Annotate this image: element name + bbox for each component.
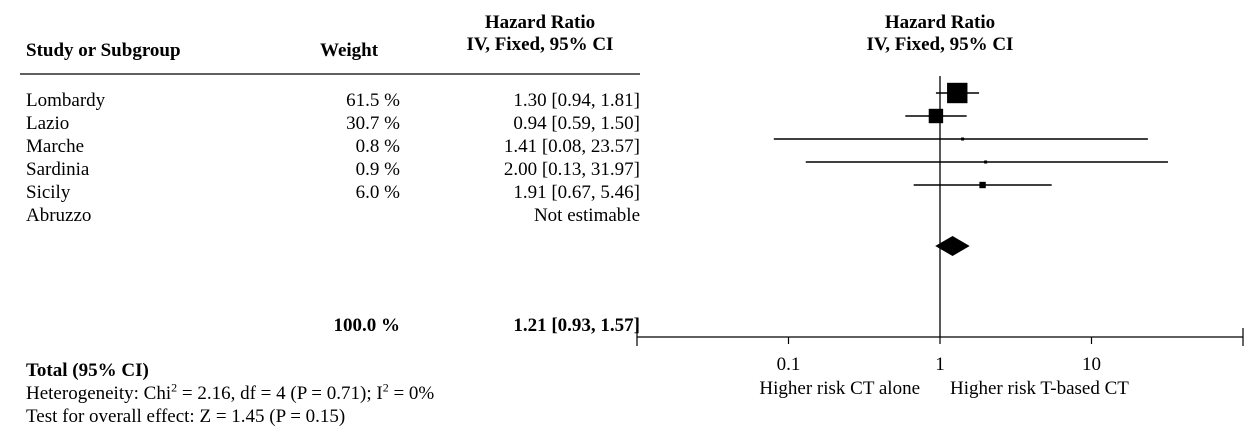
study-point-box <box>984 160 988 164</box>
hr-plot-header-line2: IV, Fixed, 95% CI <box>866 34 1014 55</box>
study-point-box <box>979 181 986 189</box>
hr-plot-header-line1: Hazard Ratio <box>884 12 996 33</box>
study-name: Lazio <box>26 113 70 134</box>
hr-table-header-line1: Hazard Ratio <box>484 12 596 33</box>
heterogeneity-text: Heterogeneity: Chi2 = 2.16, df = 4 (P = … <box>26 380 435 404</box>
total-label: Total (95% CI) <box>26 360 149 381</box>
study-ci-text: 0.94 [0.59, 1.50] <box>513 113 640 134</box>
study-ci-text: 1.41 [0.08, 23.57] <box>503 136 640 157</box>
study-ci-text: 1.91 [0.67, 5.46] <box>513 182 640 203</box>
study-weight: 0.9 % <box>355 159 400 180</box>
hr-table-header-line2: IV, Fixed, 95% CI <box>466 34 614 55</box>
weight-column-header: Weight <box>320 40 379 61</box>
study-weight: 30.7 % <box>346 113 400 134</box>
study-ci-text: 1.30 [0.94, 1.81] <box>513 90 640 111</box>
x-tick-label: 10 <box>1082 354 1101 375</box>
study-name: Sardinia <box>26 159 90 180</box>
total-weight: 100.0 % <box>333 315 401 336</box>
study-column-header: Study or Subgroup <box>26 40 181 61</box>
study-weight: 0.8 % <box>355 136 400 157</box>
study-name: Sicily <box>26 182 71 203</box>
study-weight: 61.5 % <box>346 90 400 111</box>
study-name: Abruzzo <box>26 205 92 226</box>
study-weight: 6.0 % <box>355 182 400 203</box>
left-favour-label: Higher risk CT alone <box>759 378 920 399</box>
pooled-diamond <box>935 236 970 256</box>
study-point-box <box>961 137 965 141</box>
study-point-box <box>947 82 968 104</box>
x-tick-label: 1 <box>935 354 945 375</box>
x-tick-label: 0.1 <box>777 354 801 375</box>
study-name: Marche <box>26 136 85 157</box>
study-ci-text: 2.00 [0.13, 31.97] <box>503 159 640 180</box>
right-favour-label: Higher risk T-based CT <box>950 378 1129 399</box>
study-name: Lombardy <box>26 90 106 111</box>
overall-effect-text: Test for overall effect: Z = 1.45 (P = 0… <box>26 406 346 427</box>
study-ci-text: Not estimable <box>533 205 640 226</box>
total-estimate: 1.21 [0.93, 1.57] <box>513 315 640 336</box>
study-point-box <box>928 108 944 124</box>
